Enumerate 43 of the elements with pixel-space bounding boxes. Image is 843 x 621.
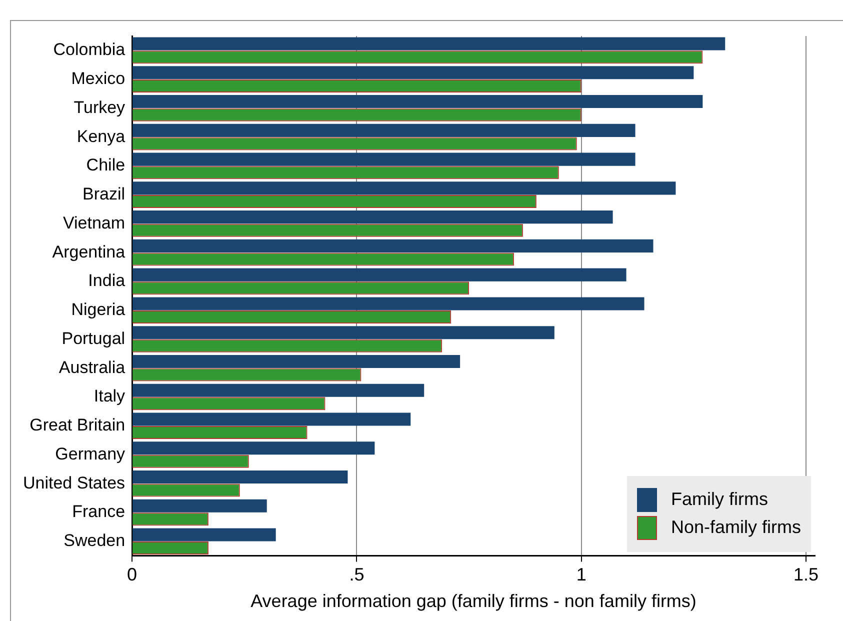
bar bbox=[132, 354, 460, 368]
bar bbox=[132, 442, 375, 455]
y-tick-label: Vietnam bbox=[62, 213, 126, 232]
bar bbox=[132, 66, 694, 80]
bar bbox=[132, 297, 644, 310]
y-tick-label: Argentina bbox=[52, 242, 126, 262]
bar bbox=[132, 37, 726, 50]
bar bbox=[132, 384, 424, 397]
y-tick-label: Kenya bbox=[76, 126, 126, 146]
y-tick-label: Turkey bbox=[74, 98, 126, 117]
bar bbox=[132, 182, 676, 195]
y-tick-label: Colombia bbox=[53, 40, 126, 60]
y-tick-label: Portugal bbox=[62, 328, 126, 348]
y-tick-label: Australia bbox=[58, 358, 126, 377]
y-tick-label: India bbox=[88, 271, 126, 290]
y-tick-label: Sweden bbox=[64, 531, 126, 550]
x-axis-title: Average information gap (family firms - non family firms) bbox=[250, 591, 696, 612]
y-tick-label: Mexico bbox=[71, 69, 126, 88]
bar bbox=[132, 470, 348, 484]
bar bbox=[132, 152, 636, 166]
bar bbox=[132, 124, 636, 137]
legend-label: Family firms bbox=[671, 489, 768, 510]
bar bbox=[132, 95, 703, 108]
bar bbox=[132, 239, 654, 252]
y-tick-label: Chile bbox=[86, 156, 126, 175]
y-tick-label: Great Britain bbox=[30, 416, 126, 435]
x-tick-label: 0 bbox=[127, 564, 138, 585]
legend-label: Non-family firms bbox=[671, 517, 802, 538]
y-tick-label: Nigeria bbox=[71, 300, 126, 320]
y-tick-label: Italy bbox=[94, 386, 126, 406]
x-tick-label: 1 bbox=[576, 564, 586, 585]
bar bbox=[132, 499, 267, 512]
y-tick-label: France bbox=[72, 502, 126, 522]
bar bbox=[132, 210, 613, 224]
x-tick-label: 1.5 bbox=[794, 564, 819, 585]
bar bbox=[132, 268, 626, 282]
y-tick-label: Germany bbox=[55, 444, 126, 464]
y-tick-label: Brazil bbox=[82, 184, 126, 204]
bar bbox=[132, 326, 554, 340]
bar bbox=[132, 528, 276, 542]
y-tick-label: United States bbox=[22, 473, 126, 492]
x-tick-label: .5 bbox=[349, 564, 364, 585]
bar bbox=[132, 412, 411, 426]
